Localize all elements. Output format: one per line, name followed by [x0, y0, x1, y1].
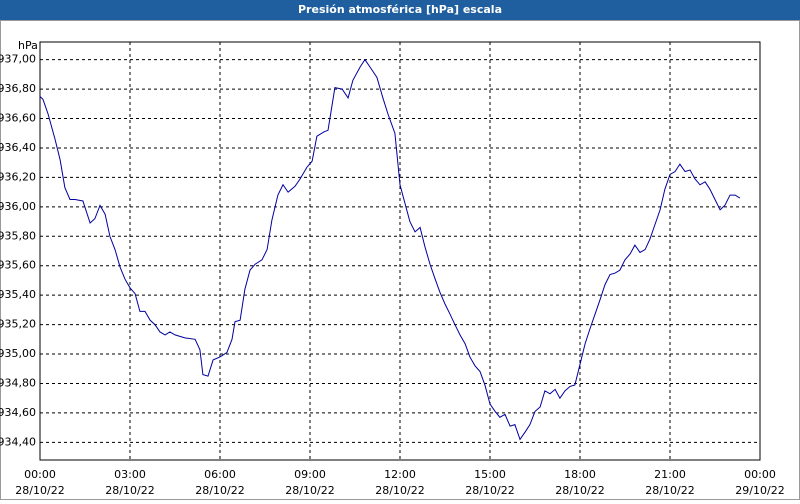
x-tick-date: 28/10/22 — [555, 484, 604, 497]
x-tick-date: 28/10/22 — [105, 484, 154, 497]
chart-title: Presión atmosférica [hPa] escala — [298, 3, 502, 16]
data-line — [39, 58, 741, 441]
y-tick-label: 934,80 — [0, 376, 36, 389]
x-tick-label: 03:00 — [114, 468, 146, 481]
x-tick-label: 06:00 — [204, 468, 236, 481]
x-tick-date: 28/10/22 — [465, 484, 514, 497]
y-tick-label: 935,00 — [0, 347, 36, 360]
x-tick-date: 28/10/22 — [375, 484, 424, 497]
plot-border — [39, 41, 761, 461]
y-tick-label: 935,40 — [0, 288, 36, 301]
y-tick-label: 936,20 — [0, 170, 36, 183]
x-tick-label: 12:00 — [384, 468, 416, 481]
y-tick-label: 936,00 — [0, 200, 36, 213]
y-tick-label: 935,20 — [0, 318, 36, 331]
x-tick-label: 00:00 — [744, 468, 776, 481]
y-tick-label: 936,40 — [0, 141, 36, 154]
x-tick-date: 29/10/22 — [735, 484, 784, 497]
x-tick-date: 28/10/22 — [15, 484, 64, 497]
x-tick-date: 28/10/22 — [285, 484, 334, 497]
y-unit: hPa — [18, 39, 38, 52]
x-tick-label: 15:00 — [474, 468, 506, 481]
x-tick-label: 00:00 — [24, 468, 56, 481]
y-tick-label: 937,00 — [0, 53, 36, 66]
x-tick-label: 09:00 — [294, 468, 326, 481]
x-tick-label: 18:00 — [564, 468, 596, 481]
y-tick-label: 934,40 — [0, 435, 36, 448]
x-tick-label: 21:00 — [654, 468, 686, 481]
x-tick-date: 28/10/22 — [195, 484, 244, 497]
y-tick-label: 934,60 — [0, 406, 36, 419]
y-tick-label: 935,80 — [0, 229, 36, 242]
y-tick-label: 936,80 — [0, 82, 36, 95]
y-tick-label: 935,60 — [0, 259, 36, 272]
title-bar — [0, 0, 800, 20]
x-tick-date: 28/10/22 — [645, 484, 694, 497]
y-tick-label: 936,60 — [0, 112, 36, 125]
